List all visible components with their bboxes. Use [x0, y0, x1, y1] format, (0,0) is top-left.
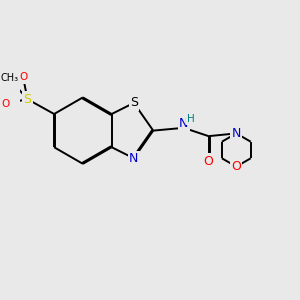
- Text: O: O: [19, 73, 27, 82]
- Text: CH₃: CH₃: [0, 74, 18, 83]
- Text: O: O: [2, 99, 10, 109]
- Text: H: H: [187, 114, 194, 124]
- Text: N: N: [232, 127, 241, 140]
- Text: O: O: [231, 160, 241, 173]
- Text: O: O: [204, 154, 214, 168]
- Text: N: N: [129, 152, 139, 165]
- Text: S: S: [130, 96, 138, 110]
- Text: N: N: [179, 117, 188, 130]
- Text: S: S: [23, 93, 32, 106]
